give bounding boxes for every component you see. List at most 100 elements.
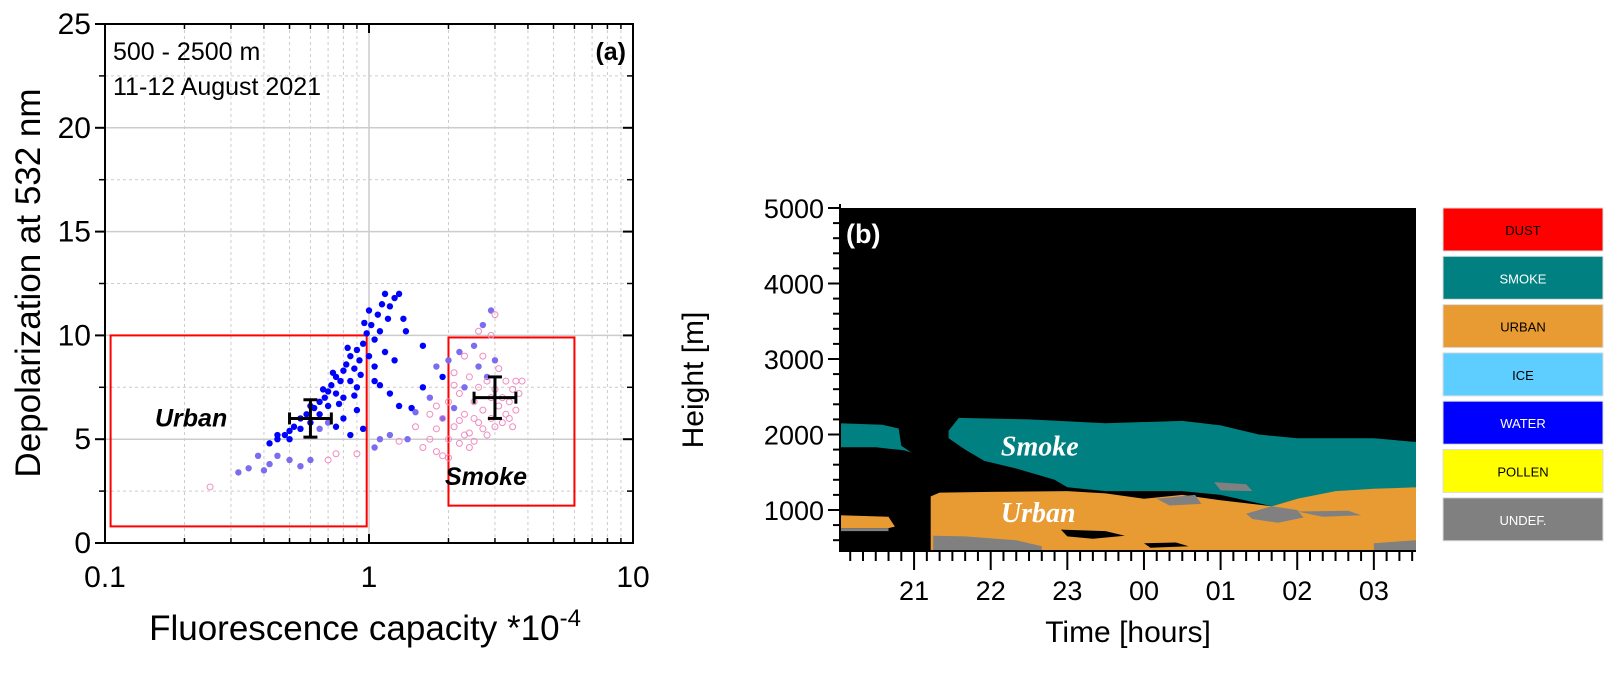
b-layer-undef	[1373, 540, 1416, 550]
a-point-light-blue	[274, 452, 281, 460]
a-point-dark-blue	[340, 394, 347, 401]
b-y-tick-label: 5000	[764, 194, 824, 224]
a-point-light-blue	[324, 419, 332, 426]
a-point-dark-blue	[335, 400, 343, 408]
a-point-light-blue	[235, 469, 242, 476]
a-point-pink	[483, 377, 491, 385]
a-point-pink	[512, 377, 520, 385]
b-layer-urban	[840, 515, 895, 529]
a-point-light-blue	[266, 460, 273, 468]
a-point-pink	[426, 410, 434, 418]
a-point-dark-blue	[378, 301, 386, 308]
a-point-dark-blue	[368, 321, 375, 329]
a-point-pink	[465, 373, 473, 381]
b-x-axis-title: Time [hours]	[1045, 616, 1211, 649]
b-layer-background	[1144, 542, 1189, 548]
a-point-light-blue	[254, 452, 262, 460]
a-point-pink	[426, 435, 434, 443]
a-point-pink	[419, 444, 427, 452]
a-point-pink	[518, 377, 526, 385]
a-point-light-blue	[386, 431, 394, 439]
a-point-pink	[475, 383, 483, 391]
b-legend-swatch	[1442, 497, 1604, 542]
b-x-tick-label: 21	[899, 576, 929, 606]
b-legend-swatch	[1442, 207, 1604, 252]
a-point-pink	[460, 352, 468, 360]
a-point-light-blue	[439, 415, 446, 422]
a-point-dark-blue	[347, 431, 354, 439]
a-point-dark-blue	[439, 373, 446, 381]
a-point-pink	[498, 419, 506, 427]
a-point-pink	[324, 456, 332, 464]
a-point-dark-blue	[408, 404, 415, 412]
a-point-pink	[479, 425, 487, 433]
a-point-pink	[432, 402, 440, 410]
a-point-light-blue	[450, 404, 458, 412]
b-ticks: 1000 2000 3000 4000 5000 21 22 23 00 01 02 03	[764, 194, 1416, 606]
a-point-dark-blue	[365, 307, 373, 314]
a-point-pink	[460, 410, 468, 418]
a-point-dark-blue	[376, 382, 384, 389]
a-point-light-blue	[376, 436, 384, 443]
a-point-light-blue	[470, 342, 478, 349]
a-point-pink	[502, 410, 510, 418]
b-x-tick-label: 03	[1359, 576, 1389, 606]
b-x-tick-label: 01	[1206, 576, 1236, 606]
a-point-dark-blue	[361, 319, 368, 327]
b-legend-item: WATER	[1442, 400, 1604, 445]
a-x-tick-label: 1	[361, 561, 378, 594]
a-point-pink	[509, 423, 517, 431]
a-error-bar	[288, 398, 333, 439]
a-point-light-blue	[456, 348, 463, 356]
a-y-tick-label: 15	[58, 216, 91, 249]
a-point-pink	[432, 448, 440, 456]
b-legend-swatch	[1442, 255, 1604, 300]
b-smoke-layer-label: Smoke	[1001, 432, 1079, 463]
a-point-dark-blue	[386, 390, 394, 397]
b-legend-swatch	[1442, 449, 1604, 493]
a-point-dark-blue	[321, 394, 328, 401]
a-point-pink	[450, 381, 458, 389]
a-x-tick-label: 0.1	[84, 561, 126, 594]
a-point-light-blue	[297, 462, 304, 470]
b-layer-background	[1060, 529, 1125, 539]
a-point-pink	[395, 437, 403, 445]
a-point-pink	[439, 414, 447, 422]
a-y-tick-label: 10	[58, 319, 91, 352]
b-legend-item: DUST	[1442, 207, 1604, 252]
b-legend-item: URBAN	[1442, 304, 1604, 349]
a-point-dark-blue	[391, 357, 398, 364]
a-point-pink	[487, 331, 495, 339]
a-point-dark-blue	[337, 377, 344, 385]
a-y-tick-label: 20	[58, 112, 91, 145]
a-point-dark-blue	[332, 423, 340, 430]
b-layer-smoke	[948, 417, 1416, 507]
a-x-axis-title: Fluorescence capacity *10-4	[149, 605, 581, 648]
a-x-tick-label: 10	[616, 561, 649, 594]
a-point-pink	[432, 425, 440, 433]
b-y-tick-label: 2000	[764, 420, 824, 450]
a-point-dark-blue	[402, 328, 410, 335]
a-point-dark-blue	[359, 340, 367, 347]
a-point-dark-blue	[374, 311, 382, 318]
a-point-light-blue	[475, 363, 482, 370]
a-point-dark-blue	[395, 290, 403, 298]
b-layer-undef	[1214, 482, 1253, 492]
a-point-pink	[505, 414, 513, 422]
b-x-tick-label: 00	[1129, 576, 1159, 606]
a-point-pink	[455, 390, 463, 398]
a-point-pink	[470, 437, 478, 445]
a-scatter-points	[206, 290, 526, 491]
a-point-dark-blue	[353, 406, 361, 414]
b-aerosol-layers	[840, 417, 1416, 550]
a-point-light-blue	[461, 384, 468, 391]
a-point-dark-blue	[371, 377, 378, 385]
b-legend-label: URBAN	[1500, 320, 1546, 335]
a-x-axis-title-main: Fluorescence capacity *10	[149, 609, 560, 648]
a-point-light-blue	[307, 456, 314, 464]
a-point-dark-blue	[356, 357, 363, 364]
a-point-light-blue	[445, 357, 452, 364]
a-point-light-blue	[426, 394, 434, 401]
a-error-bars	[288, 375, 518, 439]
a-point-light-blue	[404, 436, 411, 443]
